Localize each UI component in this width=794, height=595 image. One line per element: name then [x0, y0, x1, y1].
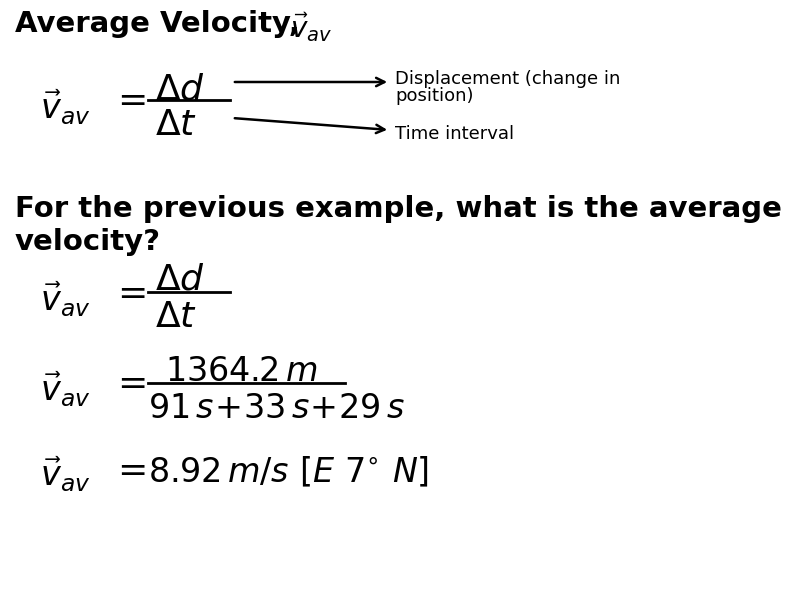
Text: position): position): [395, 87, 473, 105]
Text: $\Delta d$: $\Delta d$: [155, 263, 205, 297]
Text: Displacement (change in: Displacement (change in: [395, 70, 620, 88]
Text: $\vec{v}_{av}$: $\vec{v}_{av}$: [290, 10, 333, 44]
Text: velocity?: velocity?: [15, 228, 161, 256]
Text: $=$: $=$: [110, 452, 145, 486]
Text: $=$: $=$: [110, 82, 145, 116]
Text: $=$: $=$: [110, 365, 145, 399]
Text: For the previous example, what is the average: For the previous example, what is the av…: [15, 195, 782, 223]
Text: $\vec{v}_{av}$: $\vec{v}_{av}$: [40, 280, 91, 320]
Text: $\vec{v}_{av}$: $\vec{v}_{av}$: [40, 455, 91, 494]
Text: $\vec{v}_{av}$: $\vec{v}_{av}$: [40, 370, 91, 409]
Text: $91\,s\!+\!33\,s\!+\!29\,s$: $91\,s\!+\!33\,s\!+\!29\,s$: [148, 392, 405, 425]
Text: $8.92\,m/s\ [E\ 7^{\circ}\ N]$: $8.92\,m/s\ [E\ 7^{\circ}\ N]$: [148, 455, 429, 489]
Text: $\Delta d$: $\Delta d$: [155, 72, 205, 106]
Text: $\Delta t$: $\Delta t$: [155, 300, 197, 334]
Text: Average Velocity,: Average Velocity,: [15, 10, 300, 38]
Text: $\Delta t$: $\Delta t$: [155, 108, 197, 142]
Text: Time interval: Time interval: [395, 125, 515, 143]
Text: $1364.2\,m$: $1364.2\,m$: [165, 355, 318, 388]
Text: $\vec{v}_{av}$: $\vec{v}_{av}$: [40, 88, 91, 127]
Text: $=$: $=$: [110, 275, 145, 309]
